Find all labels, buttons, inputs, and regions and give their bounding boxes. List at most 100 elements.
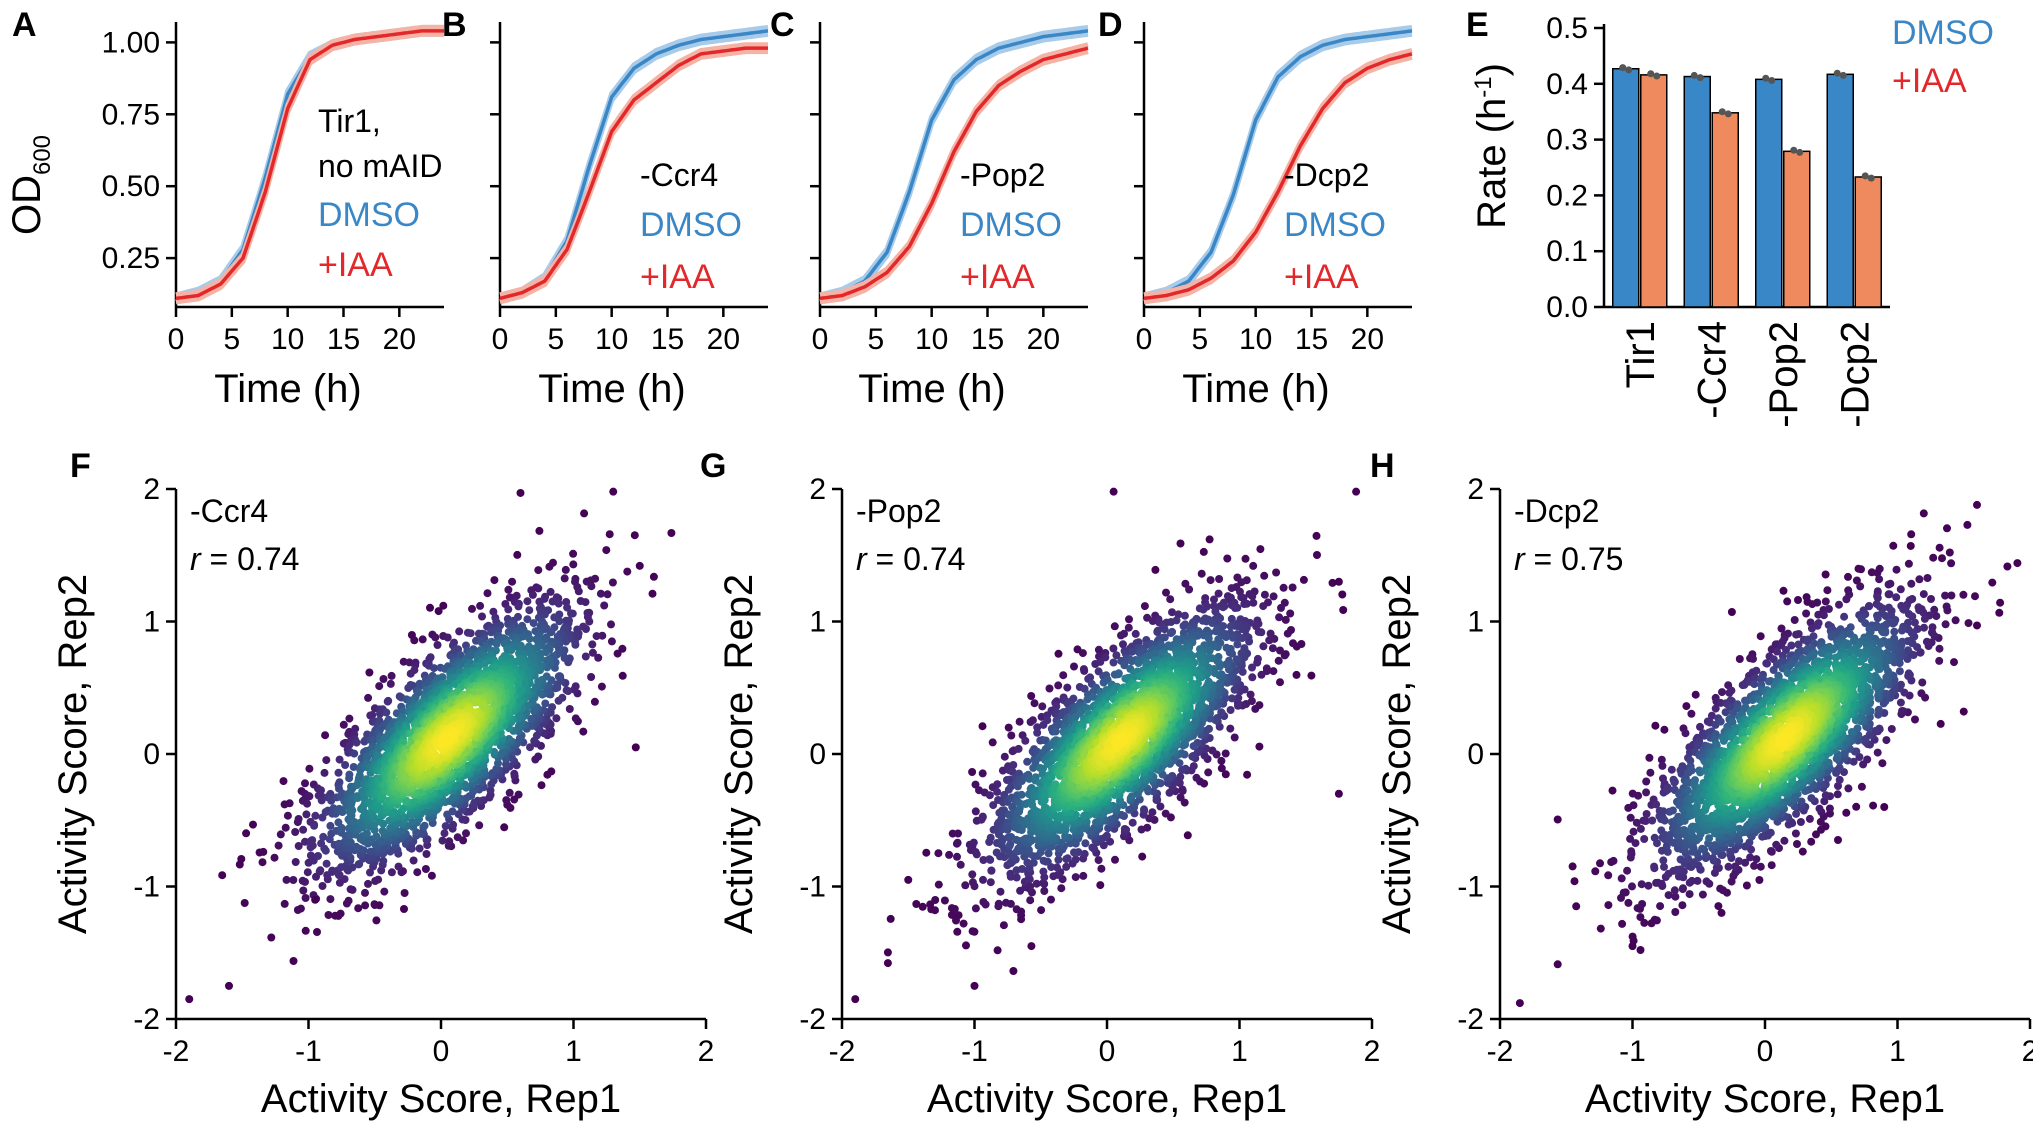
scatter-point (1039, 720, 1048, 729)
scatter-point (369, 736, 378, 745)
x-tick-label: 20 (707, 323, 740, 356)
scatter-point (1125, 615, 1133, 624)
scatter-outlier-point (516, 488, 525, 497)
scatter-point (579, 622, 588, 631)
scatter-point (667, 529, 676, 537)
scatter-point (394, 862, 403, 871)
scatter-point (596, 589, 605, 598)
scatter-point (1151, 565, 1160, 574)
scatter-point (1079, 871, 1088, 880)
scatter-point (305, 764, 314, 773)
panel-letter: D (1098, 6, 1123, 44)
scatter-point (372, 916, 381, 925)
scatter-point (1128, 818, 1137, 827)
scatter-point (969, 838, 978, 847)
scatter-point (420, 821, 429, 830)
scatter-point (365, 668, 374, 677)
annotation-line-1: -Pop2 (960, 157, 1045, 193)
scatter-point (335, 755, 344, 764)
scatter-point (1283, 629, 1292, 638)
scatter-point (352, 842, 361, 851)
scatter-point (985, 791, 994, 800)
scatter-point (350, 749, 359, 758)
scatter-point (364, 879, 372, 888)
scatter-point (1231, 604, 1240, 612)
scatter-point (445, 734, 454, 743)
scatter-point (588, 640, 597, 649)
scatter-point (431, 633, 440, 642)
scatter-point (376, 709, 384, 718)
scatter-point (961, 881, 970, 890)
scatter-point (321, 731, 330, 740)
scatter-point (1096, 657, 1105, 666)
scatter-point (475, 821, 484, 830)
bar-iaa (1711, 112, 1739, 308)
scatter-point (507, 646, 516, 655)
bar-dmso (1612, 67, 1640, 308)
scatter-point (1111, 855, 1119, 864)
scatter-point (552, 714, 561, 723)
scatter-point (574, 587, 583, 596)
scatter-point (580, 509, 589, 518)
scatter-point (922, 848, 931, 857)
annotation-line-1: Tir1, (318, 103, 381, 139)
scatter-point (1018, 865, 1027, 873)
scatter-point (1289, 639, 1297, 648)
scatter-point (618, 671, 627, 680)
category-label: -Ccr4 (1690, 321, 1734, 419)
x-axis-title: Time (h) (214, 367, 361, 411)
replicate-point (1653, 72, 1661, 80)
scatter-point (409, 856, 418, 865)
scatter-point (478, 612, 486, 621)
growth-panel-d: D 0 5 10 15 20 -Dcp2 DMSO +IAA Time (h) (1098, 6, 1413, 411)
scatter-point (1248, 673, 1257, 682)
scatter-point (1183, 831, 1192, 840)
scatter-point (344, 896, 353, 905)
scatter-point (1274, 656, 1283, 665)
category-label: -Dcp2 (1833, 321, 1877, 428)
scatter-point (934, 880, 943, 889)
scatter-point (999, 921, 1008, 930)
scatter-point (337, 823, 346, 832)
scatter-point (508, 577, 517, 586)
scatter-point (1215, 575, 1224, 583)
scatter-point (1030, 699, 1039, 708)
replicate-point (1867, 174, 1875, 182)
x-tick-label: -1 (295, 1035, 322, 1068)
scatter-point (504, 585, 513, 594)
scatter-point (324, 911, 333, 919)
scatter-point (562, 686, 571, 695)
scatter-point (445, 837, 454, 846)
scatter-point (1080, 666, 1089, 675)
scatter-point (336, 909, 345, 918)
x-tick-label: 10 (595, 323, 628, 356)
panel-letter: F (70, 447, 91, 485)
scatter-point (546, 587, 555, 596)
series-line-iaa (819, 46, 1089, 301)
scatter-point (1339, 606, 1348, 614)
scatter-point (1032, 879, 1041, 888)
x-tick-label: 0 (492, 323, 509, 356)
replicate-point (1625, 66, 1633, 74)
scatter-point (489, 607, 498, 616)
scatter-point (1180, 611, 1189, 620)
legend-iaa: +IAA (1892, 62, 1967, 100)
y-tick-label: -1 (133, 871, 160, 904)
scatter-point (583, 613, 592, 622)
scatter-point (490, 576, 499, 585)
scatter-point (545, 562, 554, 571)
scatter-point (514, 790, 523, 799)
scatter-point (415, 844, 424, 853)
scatter-point (988, 738, 997, 747)
scatter-point (294, 842, 303, 850)
scatter-point (567, 609, 575, 618)
scatter-point (339, 720, 348, 729)
scatter-point (1049, 872, 1058, 881)
scatter-point (296, 904, 305, 913)
replicate-point (1724, 110, 1732, 118)
y-tick-label: 2 (809, 473, 826, 506)
scatter-point (531, 755, 540, 764)
legend-iaa: +IAA (640, 258, 715, 296)
